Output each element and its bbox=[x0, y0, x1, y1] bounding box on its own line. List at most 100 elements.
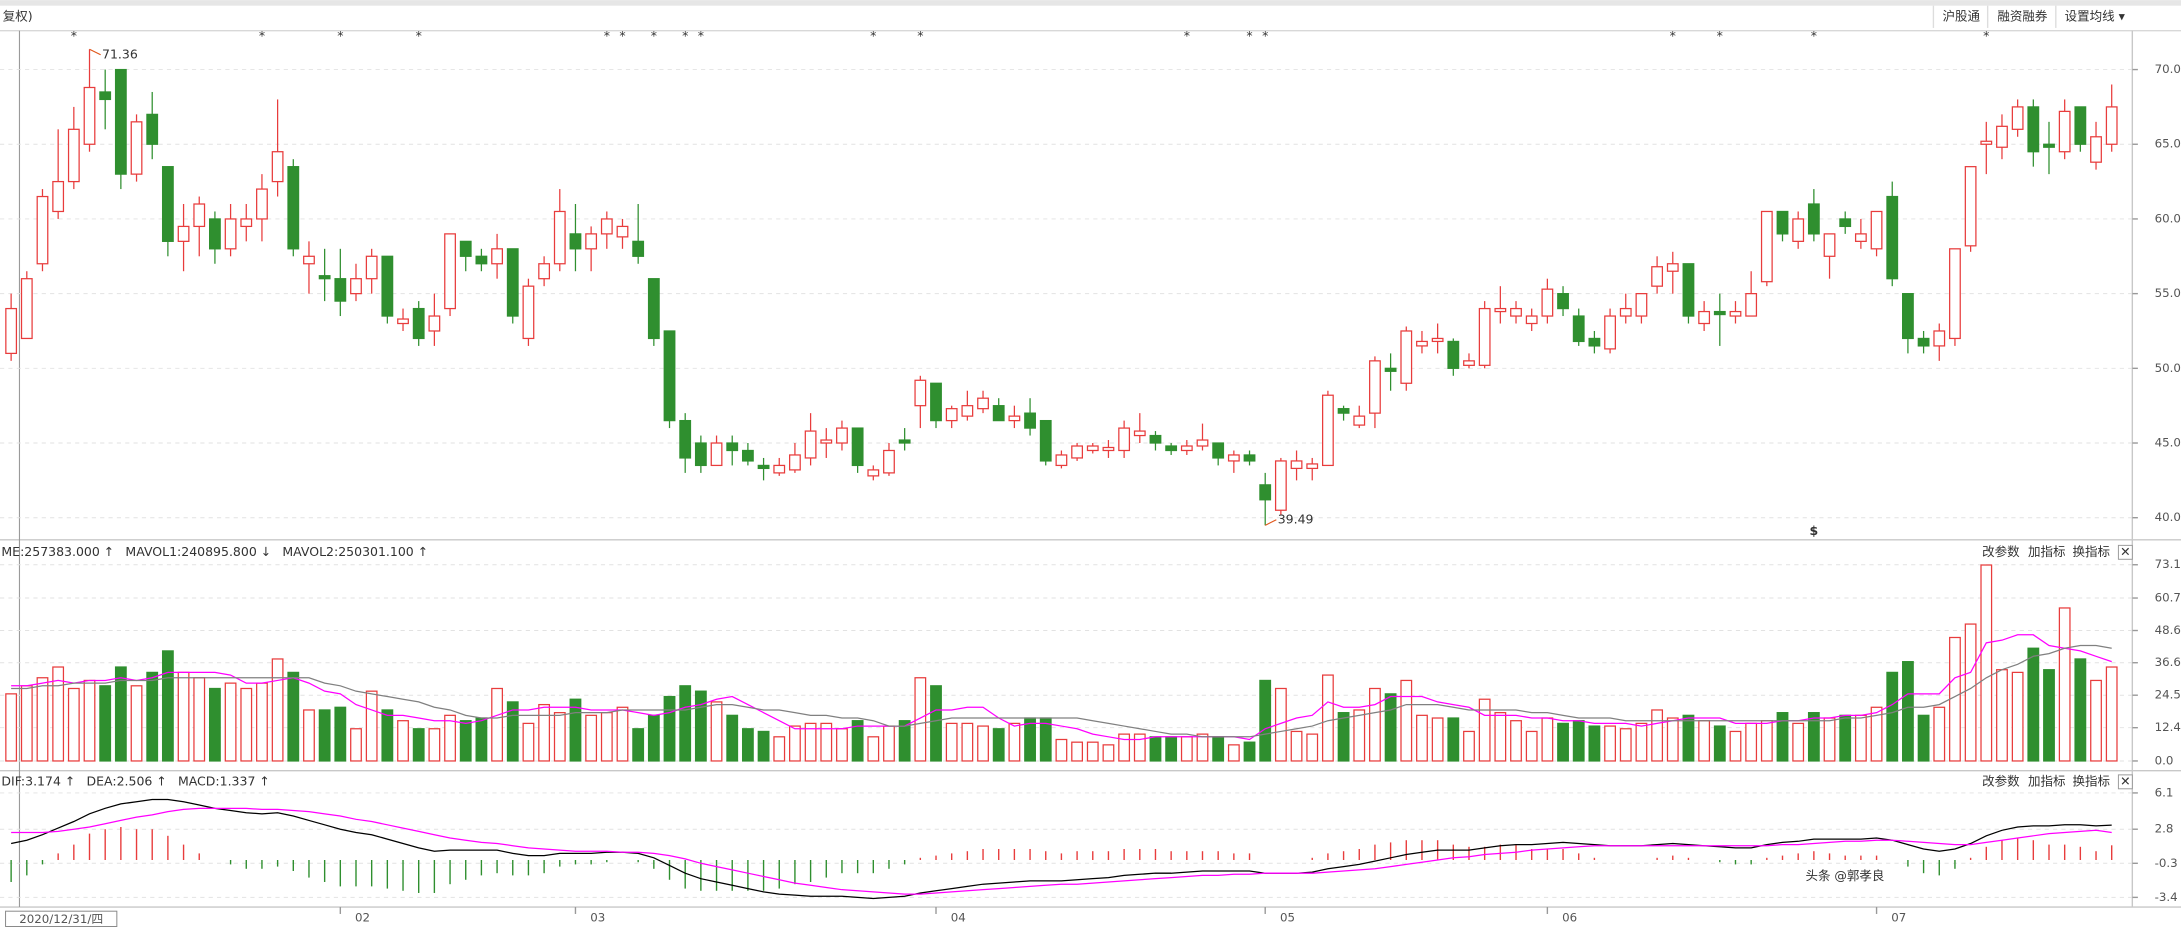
volume-bar bbox=[804, 722, 817, 762]
candle-body bbox=[224, 218, 237, 250]
volume-bar bbox=[930, 685, 942, 762]
candle-body bbox=[1447, 340, 1460, 369]
volume-bar bbox=[1823, 717, 1836, 762]
candle-body bbox=[1243, 454, 1256, 462]
candle-body bbox=[36, 195, 49, 265]
volume-bar bbox=[1494, 712, 1507, 762]
watermark: 头条 @郭孝良 bbox=[1805, 868, 1884, 883]
volume-bar bbox=[694, 690, 707, 762]
candle-body bbox=[867, 469, 880, 477]
panel-button[interactable]: 加指标 bbox=[2028, 773, 2066, 788]
candle-body bbox=[1118, 427, 1131, 452]
candle-body bbox=[381, 255, 394, 317]
volume-bar bbox=[1400, 679, 1413, 762]
candle-body bbox=[1384, 367, 1397, 372]
event-marker: * bbox=[917, 28, 923, 43]
volume-bar bbox=[412, 728, 425, 762]
volume-bar bbox=[177, 671, 190, 762]
panel-button[interactable]: 换指标 bbox=[2073, 773, 2111, 788]
top-strip bbox=[0, 0, 2181, 6]
candle-body bbox=[600, 218, 613, 235]
close-button[interactable]: ✕ bbox=[2120, 773, 2130, 788]
volume-bar bbox=[1588, 725, 1601, 762]
volume-bar bbox=[1259, 679, 1272, 762]
volume-bar bbox=[2011, 671, 2024, 762]
volume-bar bbox=[240, 687, 253, 762]
candle-body bbox=[663, 330, 676, 422]
tab[interactable]: 沪股通 bbox=[1942, 8, 1980, 23]
candle-body bbox=[1102, 446, 1115, 452]
volume-bar bbox=[1149, 736, 1162, 762]
volume-bar bbox=[83, 679, 96, 762]
close-button[interactable]: ✕ bbox=[2120, 544, 2130, 559]
candle-body bbox=[1086, 445, 1099, 452]
volume-bar bbox=[193, 677, 206, 762]
ma-line bbox=[11, 644, 2112, 738]
candle-body bbox=[992, 405, 1005, 422]
panel-button[interactable]: 加指标 bbox=[2028, 544, 2066, 559]
candle-body bbox=[851, 427, 864, 467]
volume-bar bbox=[663, 695, 676, 762]
x-tick-label: 07 bbox=[1891, 911, 1906, 925]
candle-body bbox=[1682, 263, 1695, 317]
volume-bar bbox=[52, 666, 65, 762]
volume-bar bbox=[914, 677, 927, 762]
volume-bar bbox=[585, 714, 598, 762]
volume-bar bbox=[475, 717, 488, 762]
volume-bar bbox=[789, 725, 801, 762]
volume-bar bbox=[444, 714, 456, 762]
candle-body bbox=[209, 218, 221, 250]
event-marker: * bbox=[1717, 28, 1723, 43]
volume-bar bbox=[1369, 687, 1381, 762]
candle-body bbox=[1133, 430, 1146, 437]
candle-body bbox=[804, 430, 817, 459]
candle-body bbox=[240, 218, 253, 228]
candle-body bbox=[365, 255, 378, 280]
volume-bar bbox=[1870, 706, 1883, 762]
candle-body bbox=[1980, 140, 1993, 145]
legend-entry: MAVOL2:250301.100 ↑ bbox=[282, 544, 428, 559]
event-marker: * bbox=[416, 28, 422, 43]
volume-bar bbox=[114, 666, 127, 762]
candle-body bbox=[836, 427, 848, 444]
candle-body bbox=[726, 442, 739, 452]
candle-body bbox=[1902, 293, 1914, 340]
volume-bar bbox=[1839, 714, 1852, 762]
volume-bar bbox=[2043, 669, 2055, 762]
volume-bar bbox=[538, 703, 551, 762]
volume-bar bbox=[428, 728, 441, 762]
tab[interactable]: 融资融券 bbox=[1997, 8, 2048, 23]
candle-body bbox=[1071, 445, 1084, 459]
volume-bar bbox=[1118, 733, 1131, 762]
candle-body bbox=[1854, 233, 1867, 242]
event-marker: * bbox=[1670, 28, 1676, 43]
candle-body bbox=[428, 315, 441, 332]
volume-bar bbox=[1902, 661, 1914, 762]
panel-button[interactable]: 改参数 bbox=[1982, 544, 2020, 559]
volume-bar bbox=[256, 682, 268, 762]
volume-bar bbox=[773, 736, 786, 762]
tab[interactable]: 设置均线 ▾ bbox=[2065, 8, 2126, 23]
y-tick-label: 60.0 bbox=[2155, 211, 2181, 225]
volume-bar bbox=[1776, 712, 1789, 762]
y-tick-label: -0.3 bbox=[2155, 856, 2178, 870]
candle-body bbox=[1212, 442, 1225, 459]
volume-bar bbox=[1541, 717, 1554, 762]
volume-bar bbox=[867, 736, 880, 762]
close-box[interactable] bbox=[2117, 544, 2133, 560]
volume-bar bbox=[365, 690, 378, 762]
volume-bar bbox=[1572, 720, 1585, 762]
x-tick-label: 02 bbox=[355, 911, 370, 925]
event-marker: * bbox=[604, 28, 610, 43]
volume-bar bbox=[1745, 722, 1758, 762]
y-tick-label: 50.0 bbox=[2155, 361, 2181, 375]
volume-bar bbox=[836, 728, 848, 762]
candle-body bbox=[679, 419, 692, 459]
event-marker: * bbox=[698, 28, 704, 43]
candle-body bbox=[710, 442, 723, 467]
panel-button[interactable]: 改参数 bbox=[1982, 773, 2020, 788]
volume-bar bbox=[1416, 714, 1428, 762]
close-box[interactable] bbox=[2117, 774, 2133, 790]
panel-button[interactable]: 换指标 bbox=[2073, 544, 2111, 559]
volume-bar bbox=[569, 698, 582, 762]
